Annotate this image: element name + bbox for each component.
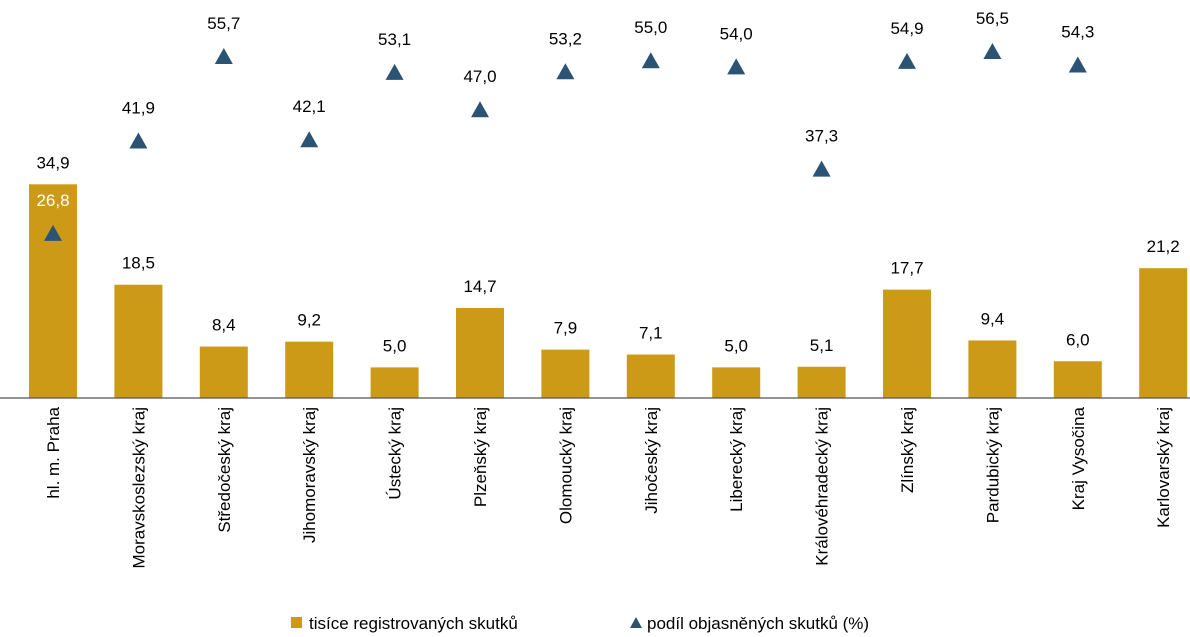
bar <box>1053 361 1102 398</box>
x-tick-label: Jihočeský kraj <box>642 407 661 514</box>
marker-label: 53,1 <box>378 30 411 49</box>
bar <box>1139 268 1188 398</box>
x-tick-label: Středočeský kraj <box>215 407 234 533</box>
marker-label: 37,3 <box>805 127 838 146</box>
marker-label: 53,2 <box>549 29 582 48</box>
marker-label: 54,3 <box>1061 23 1094 42</box>
bar <box>456 307 504 398</box>
bar <box>797 366 846 398</box>
bar-label: 5,0 <box>724 336 748 355</box>
bar <box>712 367 761 398</box>
marker-label: 41,9 <box>122 98 155 117</box>
bar-label: 21,2 <box>1147 237 1180 256</box>
marker-label: 56,5 <box>976 9 1009 28</box>
x-tick-label: Moravskoslezský kraj <box>129 407 148 569</box>
legend-label: tisíce registrovaných skutků <box>309 614 518 633</box>
bar-label: 5,0 <box>383 336 407 355</box>
marker-label: 55,7 <box>207 14 240 33</box>
bar <box>626 354 675 398</box>
x-tick-label: Plzeňský kraj <box>471 407 490 507</box>
x-tick-label: Královéhradecký kraj <box>813 407 832 566</box>
legend-swatch <box>291 617 302 628</box>
x-tick-label: Kraj Vysočina <box>1069 406 1088 510</box>
bar-label: 9,2 <box>297 311 321 330</box>
bar <box>199 346 248 398</box>
bar-label: 7,1 <box>639 324 663 343</box>
marker-label: 47,0 <box>463 67 496 86</box>
bar-label: 14,7 <box>463 277 496 296</box>
legend-swatch <box>630 617 642 628</box>
x-tick-label: Jihomoravský kraj <box>300 407 319 543</box>
bar-label: 18,5 <box>122 254 155 273</box>
triangle-marker <box>129 132 148 149</box>
bar-label: 34,9 <box>36 153 69 172</box>
marker-label: 42,1 <box>293 97 326 116</box>
bar <box>370 367 419 398</box>
bar-label: 7,9 <box>554 319 578 338</box>
x-tick-label: Ústecký kraj <box>386 407 405 500</box>
triangle-marker <box>812 160 831 177</box>
triangle-marker <box>1068 56 1087 73</box>
bar <box>114 284 163 398</box>
triangle-marker <box>300 131 319 148</box>
x-tick-label: Pardubický kraj <box>983 407 1002 523</box>
bar-label: 6,0 <box>1066 330 1090 349</box>
bar-label: 9,4 <box>981 309 1005 328</box>
bar <box>285 341 334 398</box>
triangle-marker <box>983 43 1002 60</box>
x-tick-label: Liberecký kraj <box>727 407 746 512</box>
legend-label: podíl objasněných skutků (%) <box>647 614 869 633</box>
marker-label: 26,8 <box>36 191 69 210</box>
x-tick-label: hl. m. Praha <box>44 406 63 498</box>
triangle-marker <box>471 101 489 118</box>
bar <box>541 349 590 398</box>
triangle-marker <box>44 224 62 241</box>
bar <box>29 184 77 398</box>
bar-label: 17,7 <box>890 259 923 278</box>
bar-label: 5,1 <box>810 336 834 355</box>
bar <box>883 289 931 398</box>
triangle-marker <box>898 52 916 69</box>
x-tick-label: Olomoucký kraj <box>556 407 575 524</box>
triangle-marker <box>641 52 660 69</box>
x-tick-label: Zlínský kraj <box>898 407 917 493</box>
bar <box>968 340 1017 398</box>
bar-label: 8,4 <box>212 316 236 335</box>
triangle-marker <box>556 63 575 80</box>
triangle-marker <box>727 58 746 75</box>
triangle-marker <box>214 47 233 64</box>
marker-label: 54,0 <box>720 24 753 43</box>
triangle-marker <box>385 63 404 80</box>
x-tick-label: Karlovarský kraj <box>1154 407 1173 528</box>
marker-label: 54,9 <box>890 19 923 38</box>
marker-label: 55,0 <box>634 18 667 37</box>
